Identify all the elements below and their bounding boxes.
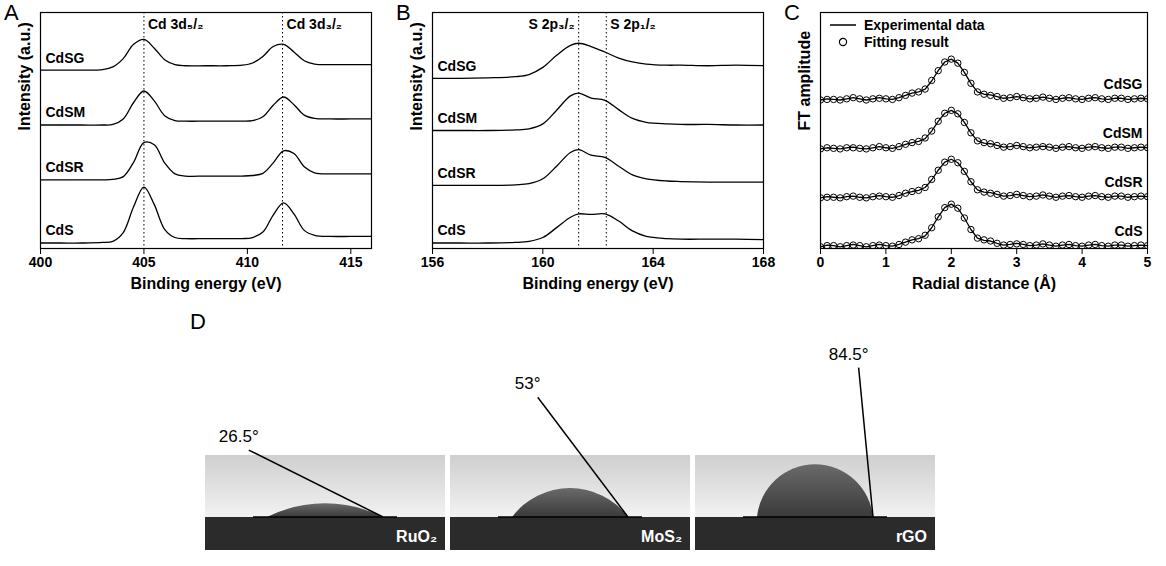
svg-text:RuO₂: RuO₂ bbox=[396, 528, 437, 545]
svg-text:156: 156 bbox=[421, 254, 445, 270]
svg-text:CdSR: CdSR bbox=[1104, 174, 1142, 190]
html-text:Experimental data: Experimental data bbox=[864, 16, 985, 33]
html-text:C: C bbox=[784, 0, 800, 25]
svg-text:MoS₂: MoS₂ bbox=[641, 528, 682, 545]
svg-text:0: 0 bbox=[817, 254, 825, 270]
svg-text:FT amplitude: FT amplitude bbox=[796, 31, 813, 131]
svg-text:Cd 3d₃/₂: Cd 3d₃/₂ bbox=[287, 16, 342, 32]
svg-text:CdSG: CdSG bbox=[1104, 76, 1143, 92]
svg-text:D: D bbox=[190, 309, 206, 334]
html-text:Fitting result: Fitting result bbox=[864, 33, 949, 50]
svg-text:Intensity (a.u.): Intensity (a.u.) bbox=[408, 22, 425, 130]
svg-text:CdSM: CdSM bbox=[438, 110, 478, 126]
svg-text:160: 160 bbox=[531, 254, 555, 270]
svg-text:2: 2 bbox=[947, 254, 955, 270]
svg-text:S 2p₁/₂: S 2p₁/₂ bbox=[610, 16, 655, 32]
html-text:A: A bbox=[4, 0, 19, 25]
svg-text:410: 410 bbox=[236, 254, 260, 270]
svg-text:CdS: CdS bbox=[438, 222, 466, 238]
svg-text:164: 164 bbox=[641, 254, 665, 270]
svg-text:4: 4 bbox=[1078, 254, 1086, 270]
svg-text:Binding energy (eV): Binding energy (eV) bbox=[130, 275, 281, 292]
svg-text:S 2p₃/₂: S 2p₃/₂ bbox=[529, 16, 575, 32]
html-text:B: B bbox=[396, 0, 411, 25]
svg-text:CdSG: CdSG bbox=[46, 50, 85, 66]
svg-text:3: 3 bbox=[1013, 254, 1021, 270]
svg-text:CdSR: CdSR bbox=[438, 165, 476, 181]
svg-text:Cd 3d₅/₂: Cd 3d₅/₂ bbox=[148, 16, 203, 32]
svg-text:5: 5 bbox=[1144, 254, 1152, 270]
svg-text:400: 400 bbox=[29, 254, 53, 270]
svg-text:CdSG: CdSG bbox=[438, 58, 477, 74]
svg-text:CdSR: CdSR bbox=[46, 159, 84, 175]
svg-text:84.5°: 84.5° bbox=[829, 345, 869, 364]
svg-text:53°: 53° bbox=[515, 374, 541, 393]
svg-text:Binding energy (eV): Binding energy (eV) bbox=[522, 275, 673, 292]
svg-text:Intensity (a.u.): Intensity (a.u.) bbox=[16, 22, 33, 130]
svg-text:CdSM: CdSM bbox=[1103, 125, 1143, 141]
svg-text:rGO: rGO bbox=[896, 528, 927, 545]
svg-text:405: 405 bbox=[132, 254, 156, 270]
svg-text:26.5°: 26.5° bbox=[219, 427, 259, 446]
svg-text:1: 1 bbox=[882, 254, 890, 270]
svg-text:CdS: CdS bbox=[46, 222, 74, 238]
svg-text:CdS: CdS bbox=[1115, 223, 1143, 239]
svg-text:415: 415 bbox=[339, 254, 363, 270]
svg-text:168: 168 bbox=[752, 254, 776, 270]
svg-text:Radial distance (Å): Radial distance (Å) bbox=[912, 274, 1056, 292]
svg-text:CdSM: CdSM bbox=[46, 104, 86, 120]
